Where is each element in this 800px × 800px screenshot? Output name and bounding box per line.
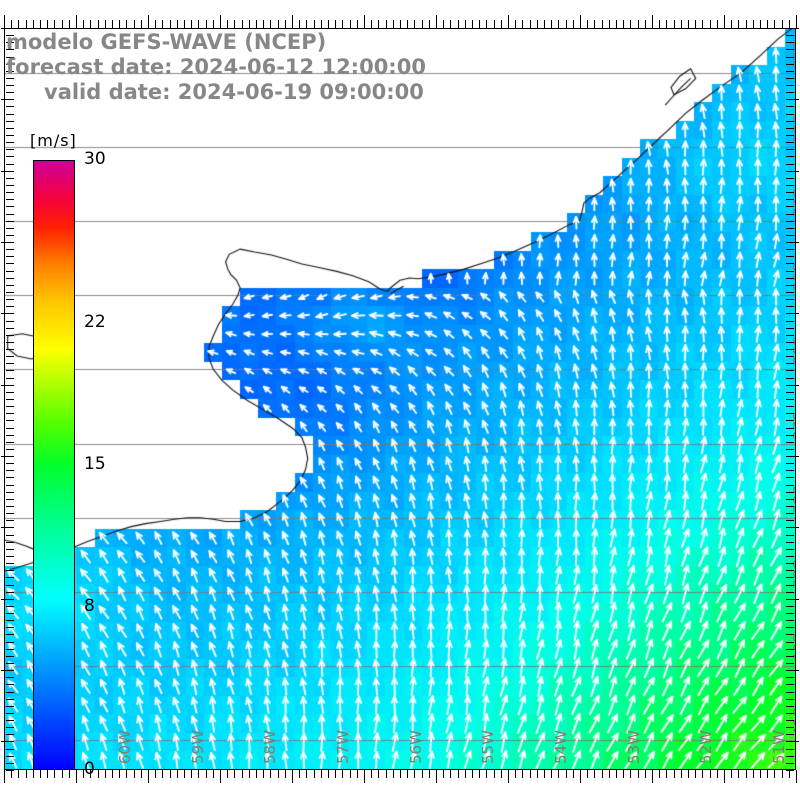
colorbar-unit-label: [m/s]	[30, 131, 77, 150]
colorbar[interactable]	[33, 160, 75, 770]
colorbar-tick-8: 8	[84, 596, 95, 617]
right-ruler	[786, 28, 800, 771]
wind-speed-raster	[4, 28, 796, 770]
top-ruler	[4, 14, 797, 28]
colorbar-tick-15: 15	[84, 454, 106, 474]
lon-label-60w: 60W	[115, 730, 134, 764]
lon-label-58w: 58W	[261, 730, 280, 764]
lon-label-55w: 55W	[479, 730, 498, 764]
bottom-ruler	[4, 770, 797, 784]
colorbar-gradient	[33, 160, 75, 770]
colorbar-tick-30: 30	[84, 149, 106, 169]
lon-label-59w: 59W	[188, 730, 207, 764]
map-plot-area[interactable]: 32S33S34S35S36S37S38S39S40S41S61W60W59W5…	[4, 28, 796, 770]
lon-label-56w: 56W	[406, 730, 425, 764]
lon-label-57w: 57W	[333, 730, 352, 764]
colorbar-tick-0: 0	[84, 759, 95, 779]
left-ruler	[0, 28, 14, 771]
lon-label-53w: 53W	[624, 730, 643, 764]
lon-label-54w: 54W	[551, 730, 570, 764]
lon-label-52w: 52W	[697, 730, 716, 764]
colorbar-tick-22: 22	[84, 311, 106, 332]
